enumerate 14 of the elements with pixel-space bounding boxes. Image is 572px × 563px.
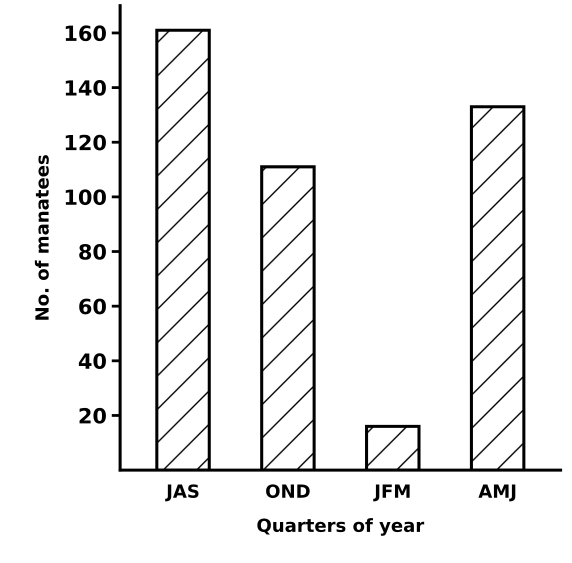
x-axis-title: Quarters of year <box>257 518 424 536</box>
y-tick-label: 140 <box>66 80 106 96</box>
y-tick-label: 80 <box>79 244 106 260</box>
x-tick-label: AMJ <box>478 484 516 502</box>
y-tick-label: 160 <box>66 25 106 42</box>
x-tick-label: JAS <box>165 484 199 502</box>
y-tick-label: 40 <box>78 353 106 370</box>
y-tick-label: 20 <box>80 408 106 424</box>
y-axis-title: No. of manatees <box>34 155 49 320</box>
y-tick-label: 60 <box>79 298 106 314</box>
y-tick-label: 100 <box>66 189 106 206</box>
x-tick-label: JFM <box>373 484 410 502</box>
y-tick-label: 120 <box>66 134 106 150</box>
x-tick-label: OND <box>266 484 310 498</box>
